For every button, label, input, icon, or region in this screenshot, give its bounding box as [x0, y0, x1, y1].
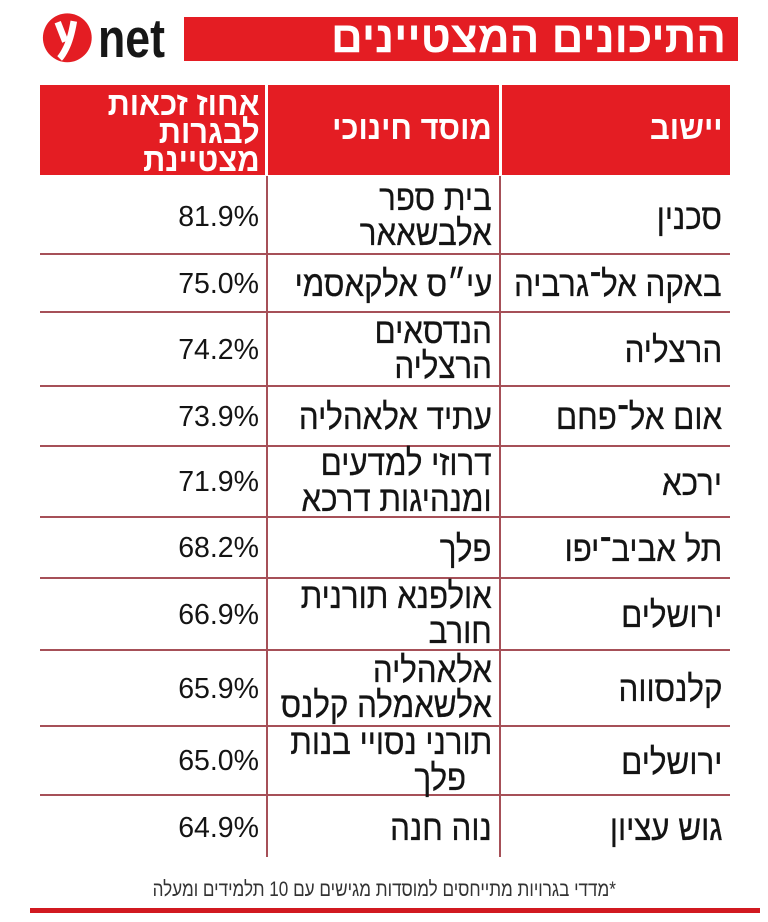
svg-text:net: net — [98, 8, 165, 68]
